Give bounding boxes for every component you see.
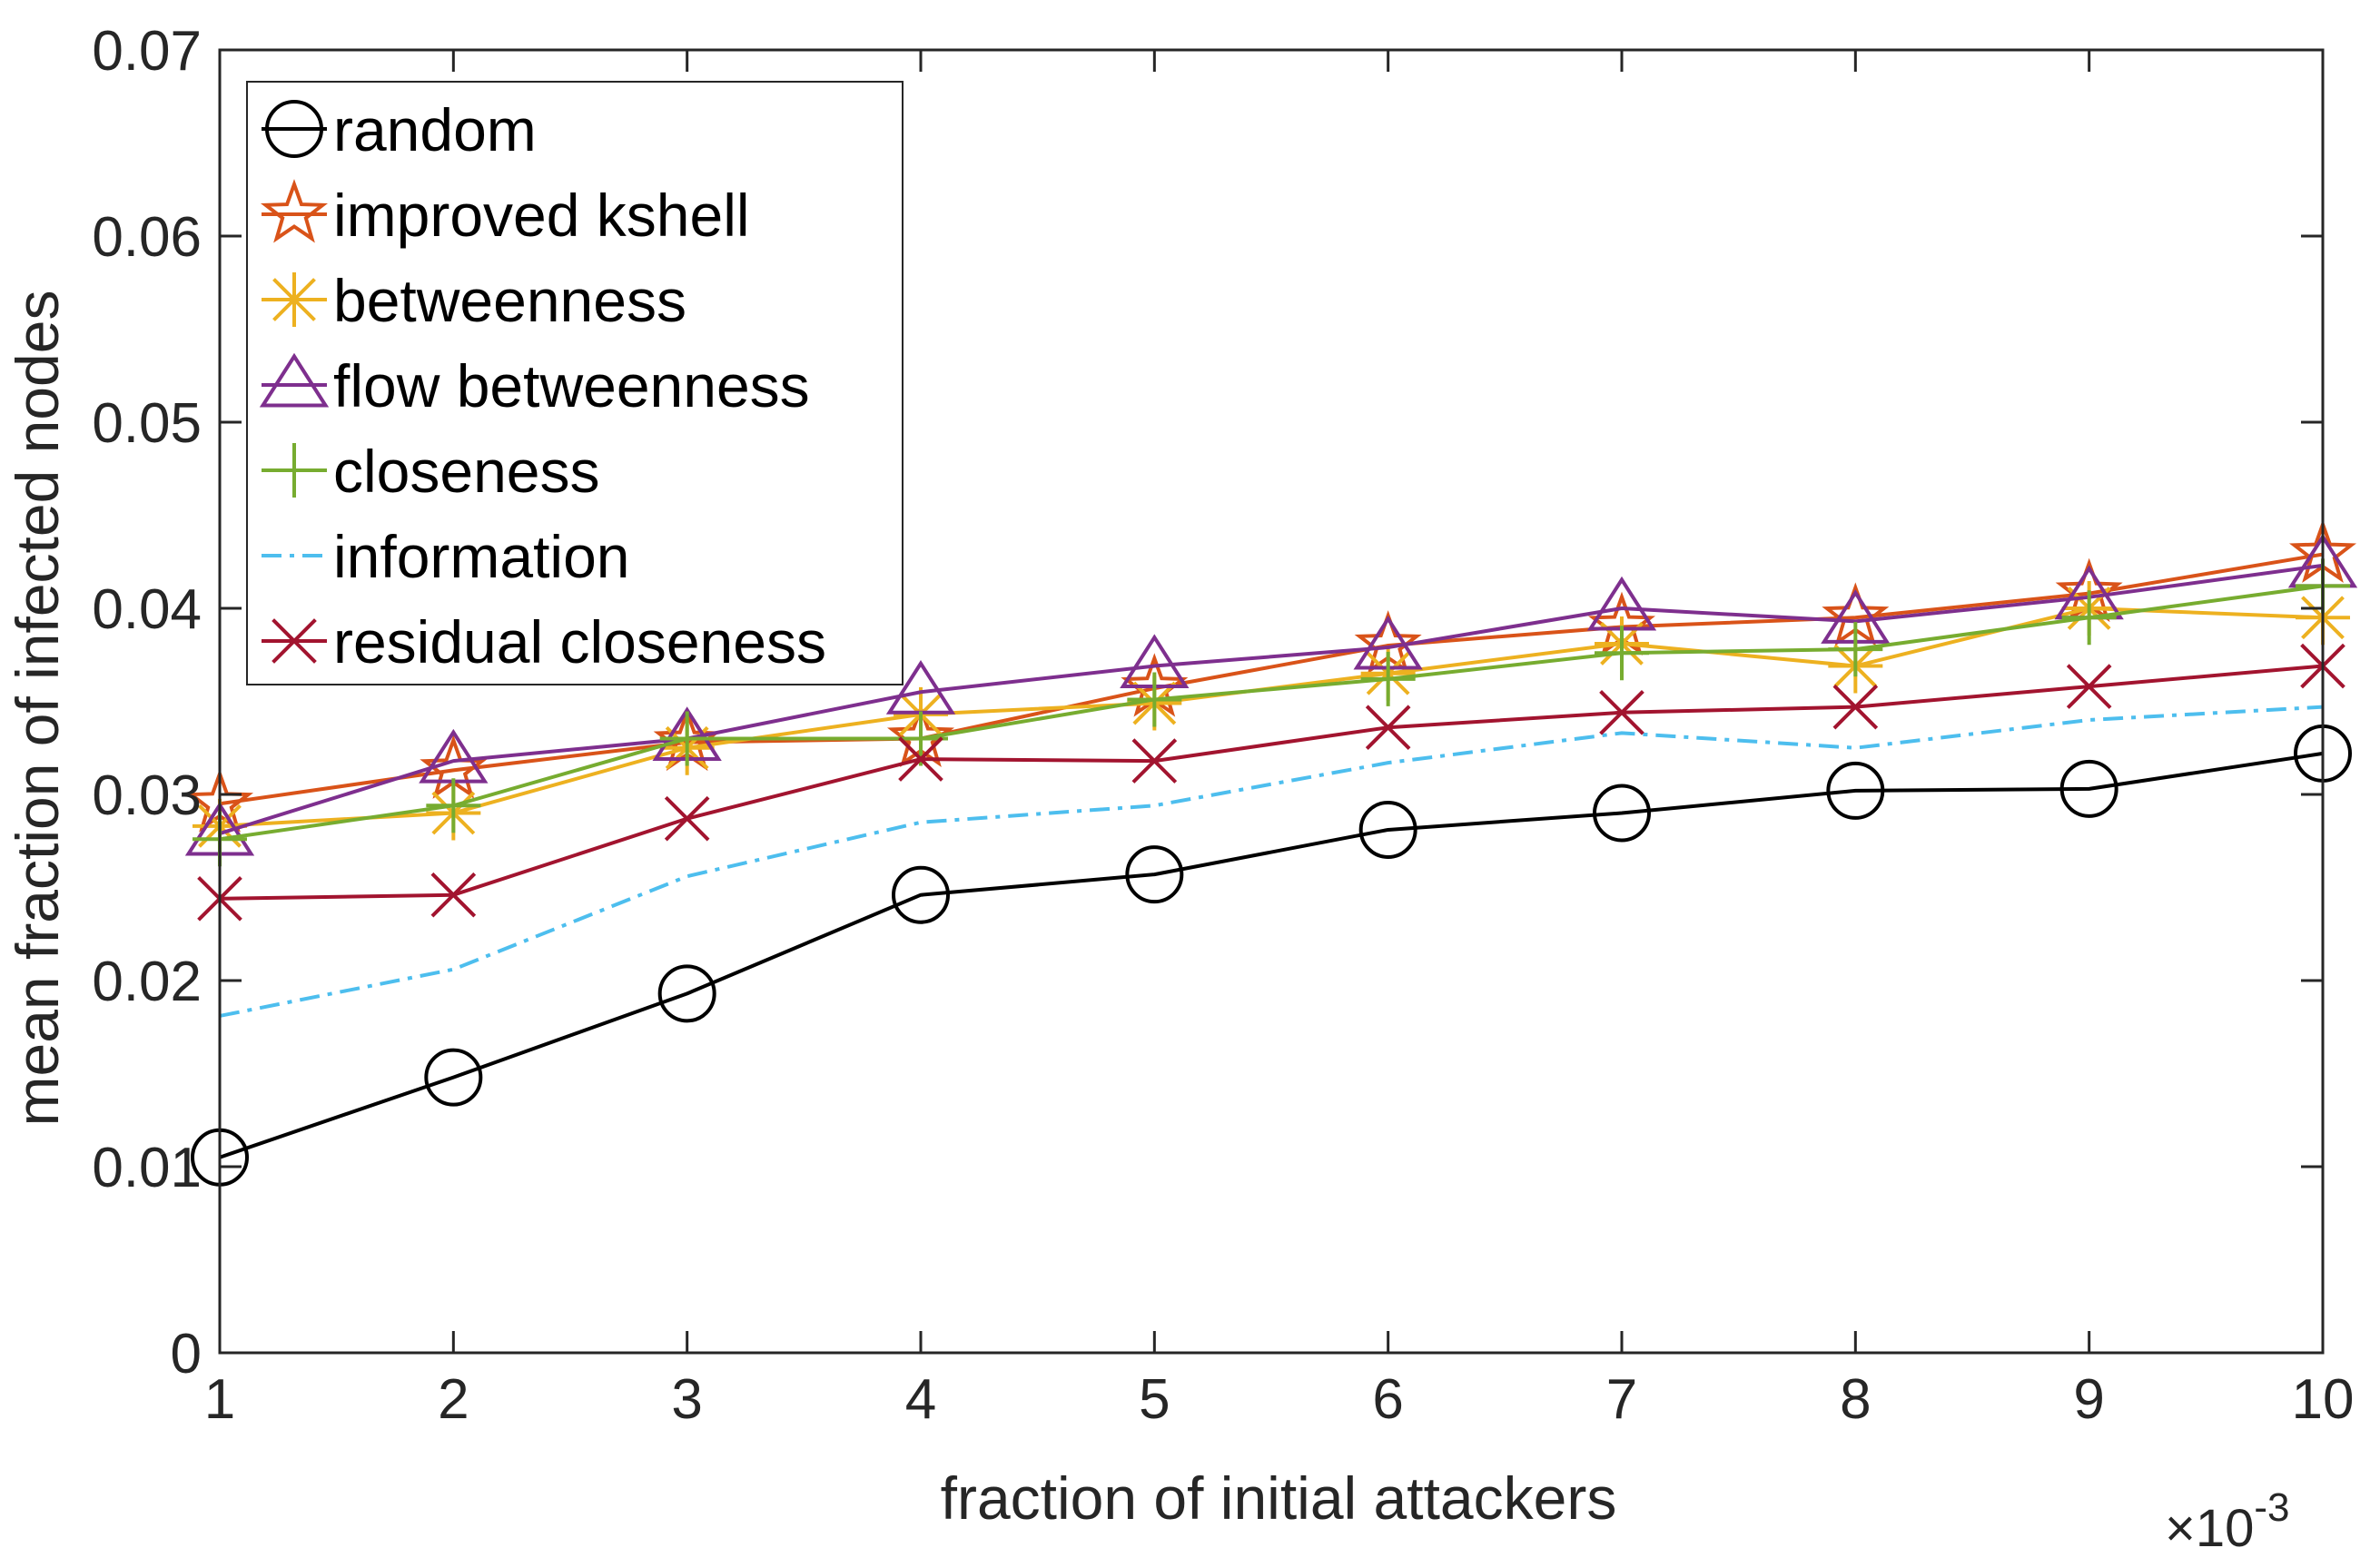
- y-tick-label: 0.06: [92, 206, 202, 269]
- x-tick-label: 9: [2073, 1368, 2104, 1431]
- x-axis-exponent-power: -3: [2254, 1485, 2289, 1530]
- data-point: [1365, 705, 1411, 751]
- data-point: [2059, 759, 2118, 818]
- data-point: [272, 618, 317, 664]
- data-point: [898, 736, 943, 782]
- data-point: [260, 179, 329, 243]
- data-point: [1131, 738, 1178, 784]
- x-tick-label: 8: [1840, 1368, 1871, 1431]
- legend-entry: residual closeness: [262, 608, 826, 675]
- x-tick-label: 3: [671, 1368, 702, 1431]
- y-tick-label: 0.01: [92, 1137, 202, 1199]
- series-line: [219, 664, 2324, 901]
- x-tick-label: 5: [1139, 1368, 1170, 1431]
- data-point: [664, 795, 710, 842]
- y-tick-label: 0.03: [92, 764, 202, 827]
- data-point: [1127, 672, 1182, 727]
- data-point: [426, 778, 481, 833]
- x-tick-label: 1: [204, 1368, 235, 1431]
- data-point: [1826, 761, 1885, 820]
- series-information: [219, 705, 2324, 1018]
- legend-label: flow betweenness: [333, 352, 810, 419]
- legend-label: residual closeness: [333, 608, 826, 675]
- x-axis-exponent-base: ×10: [2165, 1499, 2254, 1548]
- series-line: [219, 705, 2324, 1018]
- y-tick-label: 0.04: [92, 578, 202, 641]
- data-point: [1358, 800, 1417, 859]
- x-tick-label: 7: [1606, 1368, 1637, 1431]
- data-point: [1360, 651, 1416, 706]
- legend-entry: betweenness: [262, 267, 686, 334]
- legend-entry: improved kshell: [260, 179, 750, 249]
- series-line: [219, 584, 2324, 842]
- x-tick-label: 10: [2292, 1368, 2355, 1431]
- data-point: [1832, 684, 1879, 730]
- series-residual-closeness: [197, 643, 2345, 922]
- data-point: [2066, 664, 2112, 709]
- data-point: [265, 100, 323, 158]
- legend-label: closeness: [333, 438, 600, 505]
- data-point: [424, 1048, 483, 1107]
- data-point: [259, 352, 330, 408]
- axes-box: [218, 48, 2325, 1355]
- legend-label: random: [333, 96, 537, 163]
- legend-entry: random: [262, 96, 537, 163]
- legend-label: betweenness: [333, 267, 686, 334]
- data-point: [657, 964, 716, 1023]
- legend-entry: information: [262, 523, 630, 590]
- series-line: [219, 751, 2324, 1159]
- data-point: [1828, 622, 1883, 677]
- series-line: [219, 563, 2324, 835]
- y-tick-label: 0.05: [92, 392, 202, 455]
- data-point: [892, 865, 950, 924]
- x-axis-label: fraction of initial attackers: [941, 1464, 1617, 1532]
- data-point: [1599, 689, 1644, 735]
- x-tick-label: 4: [905, 1368, 936, 1431]
- y-tick-label: 0: [171, 1323, 202, 1385]
- data-point: [1593, 784, 1651, 843]
- data-point: [1595, 626, 1649, 681]
- legend-entry: flow betweenness: [259, 352, 810, 419]
- legend-label: information: [333, 523, 630, 590]
- series-line: [219, 552, 2324, 806]
- series-flow-betweenness: [184, 533, 2358, 856]
- x-axis-exponent: ×10-3: [2165, 1485, 2290, 1548]
- x-tick-label: 2: [438, 1368, 469, 1431]
- data-point: [267, 443, 321, 498]
- axes: 1 2 3 4 5 6 7 8 9 10 0 0.01 0.02 0.03 0.04 0.05 0.06 0.07: [92, 20, 2354, 1431]
- x-tick-label: 6: [1372, 1368, 1403, 1431]
- legend-label: improved kshell: [333, 182, 750, 249]
- legend-box: [246, 81, 904, 685]
- data-point: [267, 272, 321, 327]
- data-point: [659, 711, 715, 766]
- legend: random improved kshell betweenness flow bet…: [246, 81, 904, 685]
- legend-entry: closeness: [262, 438, 600, 505]
- data-point: [2061, 590, 2117, 646]
- y-tick-label: 0.07: [92, 20, 202, 83]
- y-axis-label: mean fraction of infected nodes: [4, 291, 71, 1127]
- y-tick-label: 0.02: [92, 951, 202, 1013]
- data-point: [430, 872, 477, 918]
- data-point: [1125, 845, 1184, 904]
